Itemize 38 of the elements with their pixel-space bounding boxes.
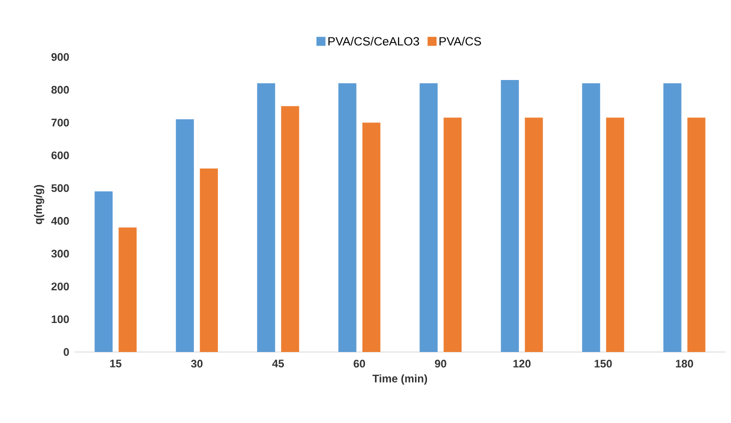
y-tick-label: 100 bbox=[52, 315, 69, 324]
y-tick-label: 500 bbox=[51, 184, 69, 192]
bar bbox=[500, 80, 519, 352]
x-tick-label: 60 bbox=[354, 360, 366, 368]
x-tick-label: 120 bbox=[513, 360, 531, 368]
bar bbox=[524, 118, 543, 352]
bar bbox=[118, 227, 137, 352]
x-axis-title: Time (min) bbox=[372, 374, 428, 385]
bar bbox=[420, 83, 438, 352]
y-tick-label: 700 bbox=[52, 118, 69, 126]
bar bbox=[663, 83, 682, 352]
legend-label: PVA/CS bbox=[440, 36, 481, 46]
bar bbox=[94, 191, 113, 352]
bar bbox=[444, 118, 462, 352]
y-tick-label: 400 bbox=[51, 217, 69, 225]
bar bbox=[200, 168, 218, 352]
y-tick-label: 600 bbox=[51, 151, 69, 160]
bar bbox=[582, 83, 600, 352]
x-tick-label: 15 bbox=[110, 360, 122, 368]
bar bbox=[281, 106, 300, 352]
y-tick-label: 200 bbox=[51, 282, 69, 290]
bar bbox=[338, 83, 356, 352]
bar bbox=[362, 122, 380, 352]
x-tick-label: 150 bbox=[594, 360, 612, 368]
bar bbox=[606, 118, 624, 352]
x-tick-label: 30 bbox=[191, 360, 203, 368]
bar bbox=[257, 83, 276, 352]
x-tick-label: 180 bbox=[676, 360, 694, 368]
x-tick-label: 45 bbox=[272, 360, 284, 368]
y-tick-label: 300 bbox=[51, 250, 69, 258]
bar bbox=[687, 118, 706, 352]
y-tick-label: 800 bbox=[51, 86, 69, 94]
y-axis-title: q(mg/g) bbox=[34, 184, 44, 224]
y-tick-label: 900 bbox=[51, 53, 69, 61]
bar bbox=[176, 119, 194, 352]
legend-label: PVA/CS/CeALO3 bbox=[328, 36, 420, 46]
x-tick-label: 90 bbox=[434, 360, 446, 368]
y-tick-label: 0 bbox=[64, 348, 69, 356]
